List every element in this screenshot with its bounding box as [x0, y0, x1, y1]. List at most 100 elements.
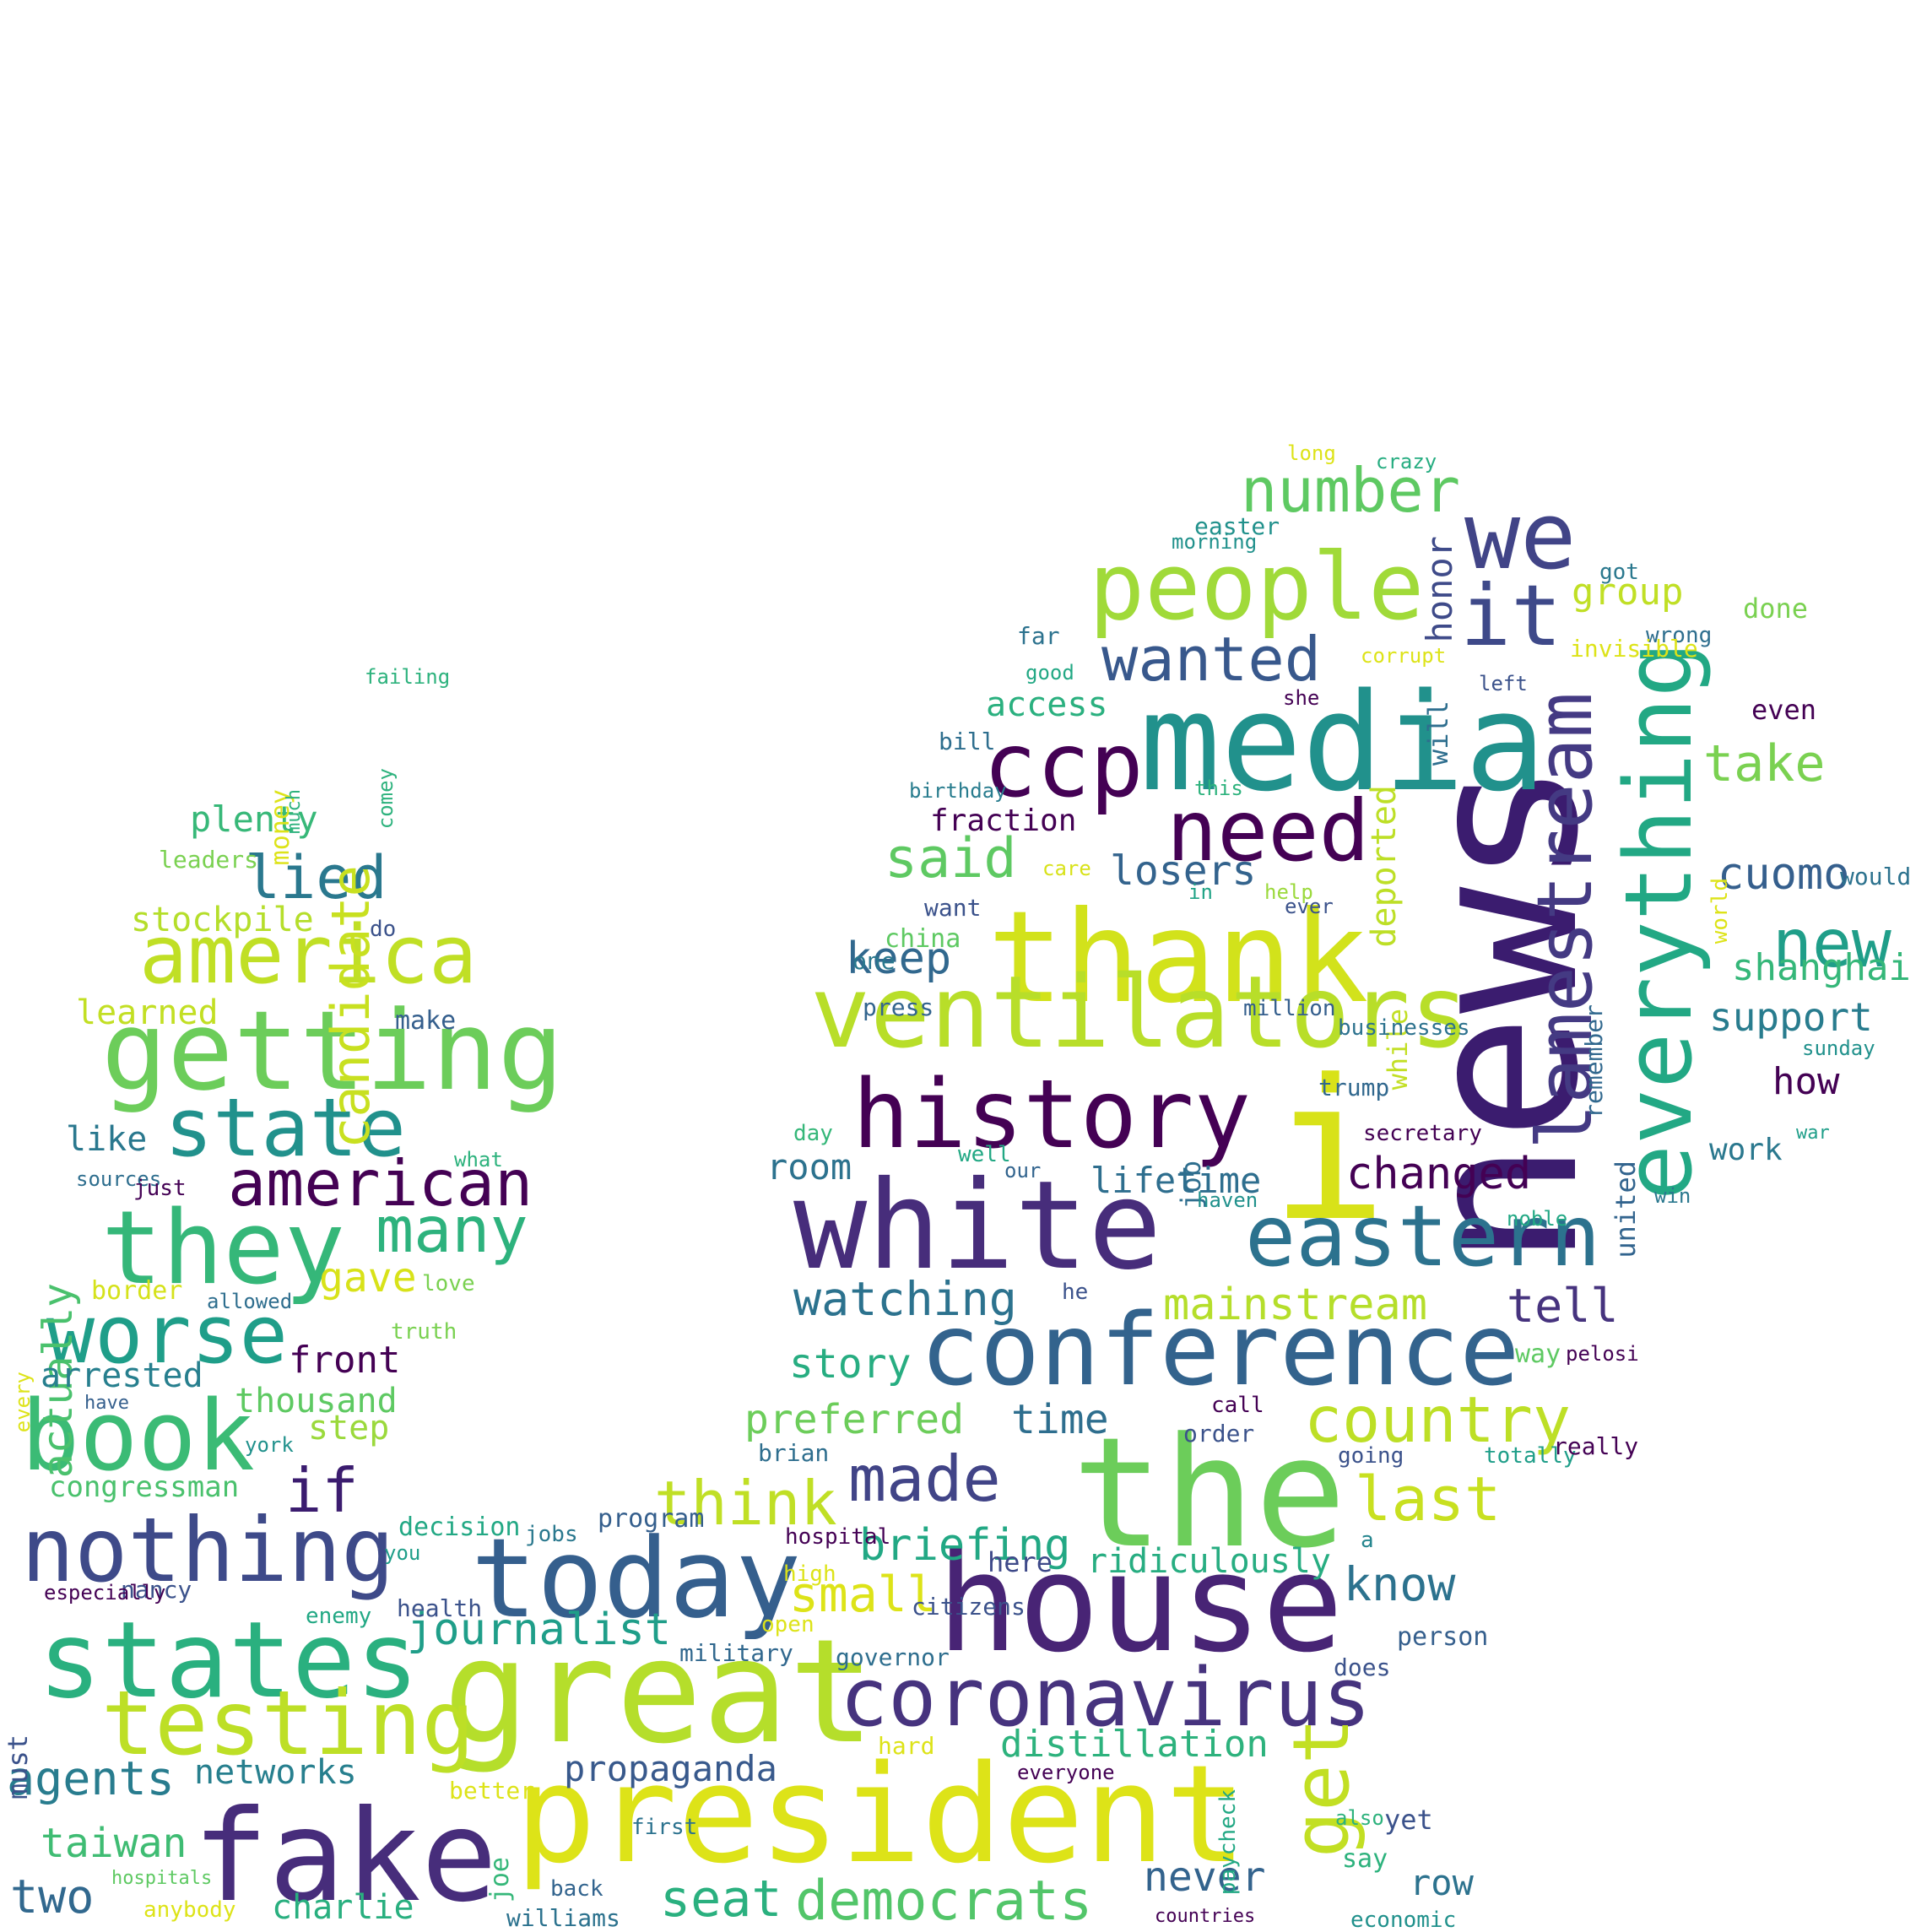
- word-like: like: [66, 1120, 148, 1159]
- word-journalist: journalist: [407, 1605, 672, 1655]
- word-everything: everything: [1605, 641, 1713, 1201]
- word-remember: remember: [1580, 1004, 1608, 1118]
- word-number: number: [1241, 455, 1461, 526]
- word-ventilators: ventilators: [810, 954, 1470, 1070]
- word-haven: haven: [1197, 1188, 1258, 1212]
- word-think: think: [654, 1468, 837, 1539]
- word-get: get: [1276, 1718, 1366, 1859]
- word-much: much: [284, 789, 305, 834]
- word-how: how: [1772, 1060, 1840, 1103]
- word-done: done: [1743, 593, 1809, 625]
- word-book: book: [21, 1380, 255, 1493]
- word-china: china: [885, 924, 961, 954]
- word-would: would: [1840, 863, 1912, 890]
- word-seat: seat: [660, 1870, 782, 1929]
- word-keep: keep: [846, 934, 952, 984]
- word-ever: ever: [1285, 895, 1334, 918]
- word-never: never: [1144, 1854, 1266, 1901]
- word-preferred: preferred: [744, 1396, 965, 1443]
- word-you: you: [384, 1541, 421, 1565]
- word-especially: especially: [44, 1581, 166, 1605]
- word-briefing: briefing: [859, 1520, 1071, 1571]
- word-in: in: [1188, 880, 1213, 904]
- word-group: group: [1572, 571, 1684, 614]
- word-history: history: [852, 1060, 1252, 1170]
- word-bill: bill: [939, 728, 996, 755]
- word-democrats: democrats: [795, 1870, 1093, 1932]
- word-it: it: [1460, 566, 1562, 665]
- word-watching: watching: [793, 1272, 1017, 1326]
- word-nancy: nancy: [121, 1576, 192, 1604]
- word-enemy: enemy: [306, 1604, 372, 1629]
- word-paycheck: paycheck: [1215, 1789, 1241, 1896]
- word-two: two: [10, 1870, 95, 1924]
- word-candidate: candidate: [320, 865, 382, 1149]
- word-way: way: [1515, 1339, 1561, 1369]
- word-decision: decision: [398, 1513, 521, 1542]
- word-good: good: [1026, 661, 1074, 685]
- word-citizens: citizens: [912, 1593, 1026, 1621]
- word-he: he: [1062, 1280, 1089, 1305]
- word-military: military: [679, 1639, 793, 1667]
- word-make: make: [395, 1006, 457, 1036]
- word-know: know: [1344, 1557, 1456, 1611]
- word-york: york: [245, 1433, 294, 1457]
- word-changed: changed: [1346, 1149, 1532, 1199]
- word-yet: yet: [1384, 1804, 1433, 1836]
- word-noble: noble: [1507, 1207, 1568, 1231]
- word-taiwan: taiwan: [41, 1820, 187, 1867]
- word-invisible: invisible: [1570, 635, 1698, 663]
- word-health: health: [397, 1594, 483, 1622]
- word-we: we: [1464, 482, 1577, 590]
- word-gave: gave: [319, 1254, 417, 1302]
- word-does: does: [1334, 1653, 1391, 1681]
- word-support: support: [1709, 994, 1873, 1040]
- word-here: here: [988, 1546, 1053, 1578]
- word-failing: failing: [365, 665, 451, 689]
- word-businesses: businesses: [1338, 1015, 1470, 1041]
- word-many: many: [376, 1193, 528, 1267]
- word-worse: worse: [46, 1289, 288, 1382]
- word-trump: trump: [1318, 1074, 1390, 1101]
- word-small: small: [789, 1566, 937, 1623]
- word-border: border: [91, 1276, 183, 1306]
- word-morning: morning: [1172, 530, 1258, 554]
- word-thousand: thousand: [235, 1382, 398, 1421]
- word-our: our: [1004, 1159, 1042, 1182]
- word-row: row: [1410, 1862, 1474, 1903]
- word-pelosi: pelosi: [1566, 1342, 1639, 1366]
- word-going: going: [1338, 1443, 1404, 1469]
- word-one: one: [852, 947, 896, 975]
- word-williams: williams: [506, 1904, 620, 1932]
- word-american: american: [228, 1146, 533, 1220]
- word-media: media: [1139, 663, 1546, 821]
- word-president: president: [515, 1735, 1247, 1893]
- word-corrupt: corrupt: [1361, 644, 1447, 668]
- word-time: time: [1011, 1396, 1109, 1443]
- word-great: great: [443, 1609, 875, 1776]
- word-what: what: [454, 1148, 503, 1172]
- word-eastern: eastern: [1245, 1187, 1601, 1285]
- word-back: back: [550, 1876, 603, 1902]
- word-propaganda: propaganda: [564, 1748, 777, 1789]
- word-program: program: [598, 1504, 705, 1534]
- word-deported: deported: [1365, 785, 1404, 948]
- word-want: want: [924, 894, 982, 922]
- word-cuomo: cuomo: [1718, 849, 1850, 900]
- word-also: also: [1335, 1806, 1384, 1830]
- word-fake: fake: [192, 1783, 498, 1930]
- word-every: every: [11, 1372, 35, 1433]
- word-far: far: [1017, 622, 1060, 650]
- word-order: order: [1183, 1420, 1255, 1448]
- word-getting: getting: [101, 987, 564, 1115]
- word-got: got: [1599, 560, 1639, 585]
- word-birthday: birthday: [909, 779, 1007, 803]
- word-say: say: [1342, 1844, 1388, 1874]
- word-i: i: [1270, 1039, 1388, 1264]
- word-left: left: [1479, 672, 1528, 695]
- word-comey: comey: [374, 768, 398, 830]
- word-stockpile: stockpile: [131, 901, 314, 939]
- word-country: country: [1304, 1383, 1572, 1457]
- word-last: last: [1355, 1464, 1502, 1534]
